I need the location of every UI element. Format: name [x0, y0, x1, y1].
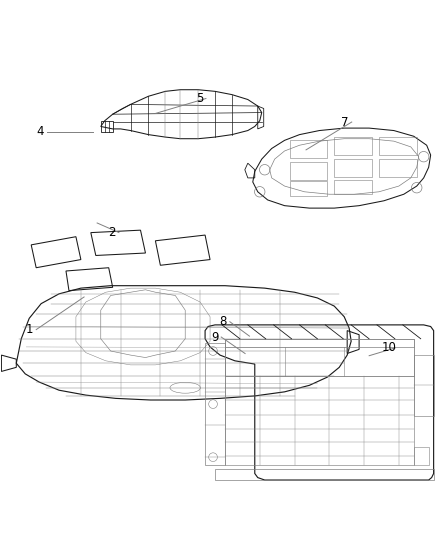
Text: 7: 7: [342, 116, 349, 128]
Text: 1: 1: [26, 323, 33, 336]
Text: 5: 5: [196, 92, 203, 105]
Text: 2: 2: [109, 226, 116, 239]
Text: 10: 10: [381, 342, 396, 354]
Text: 4: 4: [37, 125, 44, 138]
Text: 9: 9: [211, 330, 219, 343]
Text: 8: 8: [220, 316, 227, 328]
